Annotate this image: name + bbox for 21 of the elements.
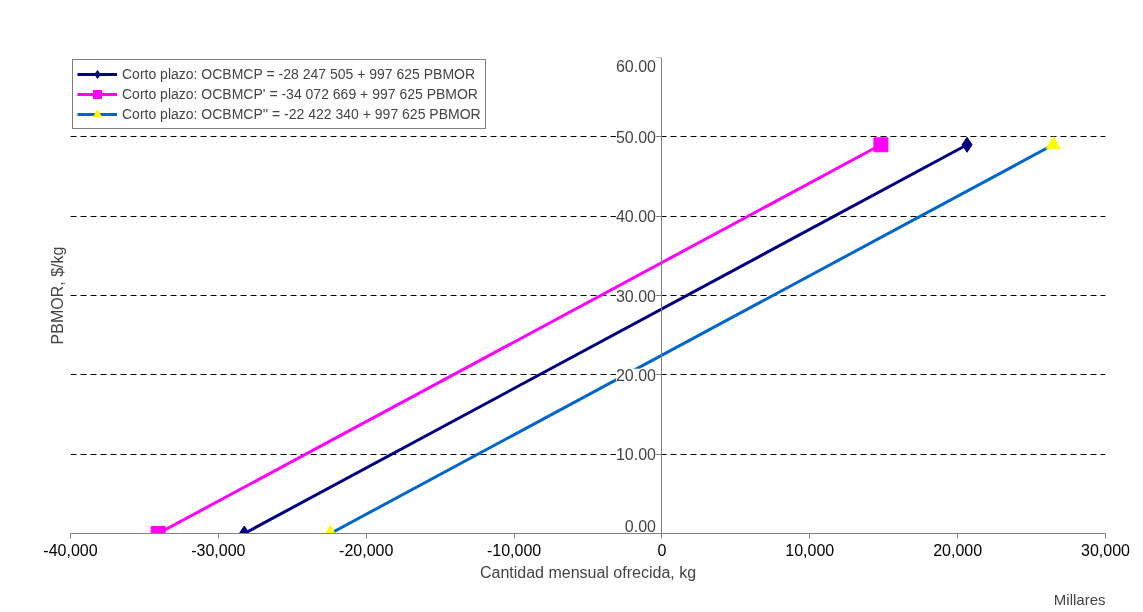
x-tick-label: 10,000 (785, 541, 835, 559)
y-tick-label: 60.00 (615, 57, 657, 75)
text: Millares (1053, 590, 1106, 608)
y-tick-label: 40.00 (615, 208, 657, 226)
x-tick-label: -20,000 (339, 541, 394, 559)
y-tick-label: 10.00 (615, 446, 657, 464)
x-tick-label: -40,000 (43, 541, 98, 559)
x-tick-label: -30,000 (191, 541, 246, 559)
x-tick-label: -10,000 (486, 541, 542, 559)
y-tick-label: 30.00 (615, 287, 657, 305)
y-tick-label: 0.00 (624, 517, 657, 535)
y-tick-label: 20.00 (615, 366, 657, 384)
x-axis-title: Cantidad mensual ofrecida, kg (479, 563, 697, 581)
x-tick-label: 20,000 (933, 541, 983, 559)
legend-label: Corto plazo: OCBMCP = -28 247 505 + 997 625 PBMOR (122, 66, 476, 82)
x-tick-label: 0 (657, 541, 667, 559)
x-tick-label: 30,000 (1081, 541, 1131, 559)
y-axis-title: PBMOR, $/kg (48, 246, 66, 345)
legend-label: Corto plazo: OCBMCP'' = -22 422 340 + 997 625 PBMOR (122, 106, 481, 122)
legend-label: Corto plazo: OCBMCP' = -34 072 669 + 997 625 PBMOR (122, 86, 478, 102)
y-tick-label: 50.00 (615, 128, 657, 146)
